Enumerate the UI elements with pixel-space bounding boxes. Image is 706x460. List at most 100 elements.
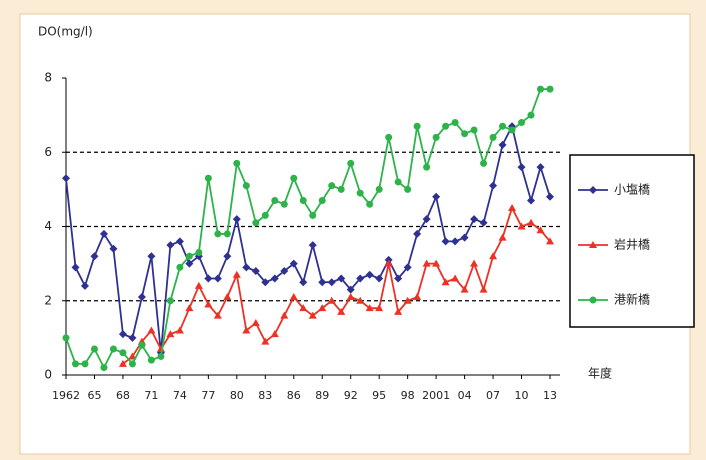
- data-point: [270, 274, 279, 283]
- data-point: [204, 274, 213, 283]
- data-point: [176, 263, 184, 271]
- legend-label: 岩井橋: [614, 237, 650, 252]
- data-point: [346, 285, 355, 294]
- data-point: [242, 326, 251, 334]
- x-tick-label: 71: [144, 389, 158, 402]
- data-point: [185, 304, 194, 312]
- data-point: [252, 219, 260, 227]
- data-point: [185, 252, 193, 260]
- legend-label: 小塩橋: [614, 182, 650, 197]
- data-point: [403, 296, 412, 304]
- data-point: [517, 163, 526, 172]
- data-point: [299, 304, 308, 312]
- data-point: [261, 211, 269, 219]
- data-point: [479, 218, 488, 227]
- data-point: [461, 130, 469, 138]
- data-point: [498, 140, 507, 149]
- data-point: [299, 278, 308, 287]
- data-point: [109, 345, 117, 353]
- data-point: [251, 319, 260, 327]
- data-point: [185, 259, 194, 268]
- data-point: [147, 356, 155, 364]
- x-tick-label: 13: [543, 389, 557, 402]
- data-point: [546, 85, 554, 93]
- data-point: [261, 278, 270, 287]
- data-point: [308, 241, 317, 250]
- data-point: [460, 233, 469, 242]
- data-point: [195, 248, 203, 256]
- data-point: [413, 122, 421, 130]
- series-line: [65, 88, 550, 370]
- data-point: [71, 360, 79, 368]
- x-tick-label: 07: [486, 389, 500, 402]
- data-point: [470, 259, 479, 267]
- data-point: [318, 278, 327, 287]
- y-tick-label: 4: [44, 219, 52, 233]
- data-point: [366, 200, 374, 208]
- data-point: [128, 333, 137, 342]
- data-point: [242, 263, 251, 272]
- data-point: [337, 307, 346, 315]
- data-point: [442, 122, 450, 130]
- data-point: [432, 192, 441, 201]
- data-point: [327, 296, 336, 304]
- x-tick-label: 86: [287, 389, 301, 402]
- x-tick-label: 77: [201, 389, 215, 402]
- data-point: [480, 159, 488, 167]
- data-point: [537, 85, 545, 93]
- data-point: [128, 360, 136, 368]
- x-tick-label: 1962: [52, 389, 80, 402]
- series-line: [122, 205, 551, 365]
- x-tick-label: 74: [173, 389, 187, 402]
- x-tick-label: 04: [458, 389, 472, 402]
- data-point: [128, 352, 137, 360]
- x-tick-label: 83: [258, 389, 272, 402]
- data-point: [384, 259, 393, 267]
- data-point: [527, 196, 536, 205]
- legend-marker: [589, 241, 597, 248]
- data-point: [394, 307, 403, 315]
- data-point: [309, 211, 317, 219]
- data-point: [204, 300, 213, 308]
- data-point: [194, 252, 203, 261]
- data-point: [385, 133, 393, 141]
- data-point: [308, 311, 317, 319]
- data-point: [137, 293, 146, 302]
- x-axis-label: 年度: [588, 366, 612, 381]
- data-point: [118, 330, 127, 339]
- data-point: [441, 237, 450, 246]
- y-tick-label: 6: [44, 145, 52, 159]
- data-point: [289, 259, 298, 268]
- data-point: [233, 159, 241, 167]
- x-tick-label: 68: [116, 389, 130, 402]
- data-point: [223, 252, 232, 261]
- y-tick-label: 8: [44, 71, 52, 85]
- data-point: [365, 270, 374, 279]
- x-tick-label: 10: [515, 389, 529, 402]
- data-point: [489, 252, 498, 260]
- data-point: [375, 304, 384, 312]
- data-point: [337, 185, 345, 193]
- data-point: [166, 297, 174, 305]
- data-point: [175, 326, 184, 334]
- data-point: [546, 237, 554, 245]
- data-point: [394, 274, 403, 283]
- data-point: [166, 330, 175, 338]
- data-point: [299, 197, 307, 205]
- data-point: [356, 189, 364, 197]
- data-point: [80, 281, 89, 290]
- data-point: [81, 360, 89, 368]
- data-point: [432, 133, 440, 141]
- data-point: [62, 334, 70, 342]
- data-point: [489, 133, 497, 141]
- data-point: [289, 293, 298, 301]
- data-point: [204, 174, 212, 182]
- data-point: [232, 270, 241, 278]
- data-point: [508, 126, 516, 134]
- x-tick-label: 95: [372, 389, 386, 402]
- data-point: [270, 330, 279, 338]
- x-tick-label: 80: [230, 389, 244, 402]
- data-point: [147, 326, 156, 334]
- data-point: [536, 226, 545, 234]
